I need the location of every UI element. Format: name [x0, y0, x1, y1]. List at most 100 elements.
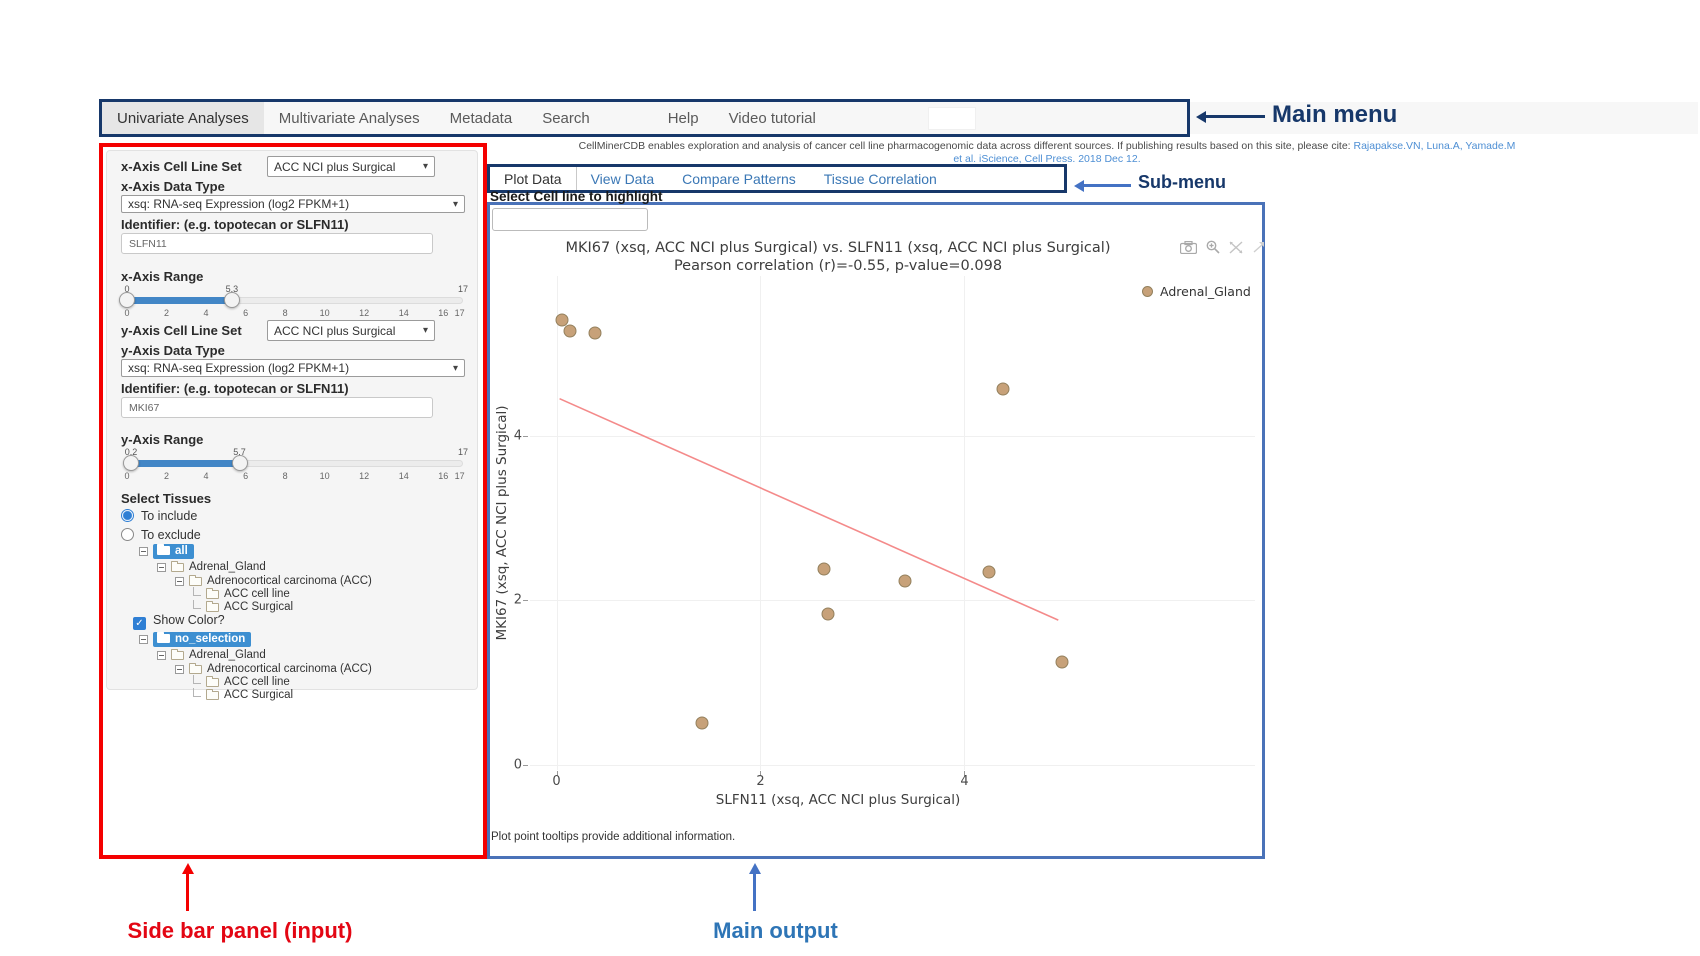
x-cell-line-set-select[interactable]: ACC NCI plus Surgical ▾ — [267, 156, 435, 177]
highlight-cell-line-input[interactable] — [492, 208, 648, 231]
folder-icon — [189, 662, 202, 674]
tree-node-acc-cell-line[interactable]: ACC cell line — [193, 674, 290, 689]
folder-icon — [206, 675, 219, 687]
radio-include-icon[interactable] — [121, 509, 134, 522]
slider-tick-label: 10 — [319, 308, 330, 318]
citation-journal-link[interactable]: et al. iScience, Cell Press. 2018 Dec 12… — [953, 153, 1141, 165]
trend-line-layer — [559, 397, 1059, 621]
tissues-exclude-option[interactable]: To exclude — [121, 528, 201, 542]
select-tissues-heading: Select Tissues — [121, 491, 212, 506]
checkbox-checked-icon[interactable]: ✓ — [133, 617, 146, 630]
y-tick-label: 4 — [513, 428, 522, 444]
sub-menu-arrow-head — [1074, 180, 1084, 192]
menu-item-univariate-analyses[interactable]: Univariate Analyses — [102, 102, 264, 134]
menu-item-metadata[interactable]: Metadata — [449, 109, 513, 127]
slider-tick-label: 16 — [438, 308, 449, 318]
tree-expander-icon[interactable] — [157, 650, 166, 660]
tab-compare-patterns[interactable]: Compare Patterns — [682, 170, 796, 187]
sidebar-annotation-label: Side bar panel (input) — [127, 918, 353, 943]
tab-view-data[interactable]: View Data — [590, 170, 655, 187]
scatter-point[interactable] — [563, 324, 577, 338]
radio-exclude-icon[interactable] — [121, 528, 134, 541]
scatter-point[interactable] — [982, 565, 996, 579]
y-identifier-input[interactable] — [121, 397, 433, 418]
slider-tick-label: 8 — [282, 471, 288, 481]
citation-authors-link[interactable]: Rajapakse.VN, Luna.A, Yamade.M — [1353, 140, 1516, 152]
tree-node-acc-cell-line[interactable]: ACC cell line — [193, 586, 290, 601]
tree-expander-icon[interactable] — [175, 664, 184, 674]
tree-connector — [193, 586, 201, 596]
tree-expander-icon[interactable] — [175, 576, 184, 586]
slider-from-value: 0 — [124, 284, 130, 294]
y-cell-line-set-select[interactable]: ACC NCI plus Surgical ▾ — [267, 320, 435, 341]
folder-icon — [206, 587, 219, 599]
y-range-slider[interactable]: 0.2 5.7 17 0 2 4 6 8 10 12 14 16 17 — [123, 447, 468, 484]
tree-connector — [193, 674, 201, 684]
slider-tick-label: 14 — [398, 308, 409, 318]
tree-node-acc-surgical[interactable]: ACC Surgical — [193, 687, 293, 702]
slider-handle-max[interactable] — [231, 455, 248, 471]
tree-root-chip[interactable]: no_selection — [153, 631, 252, 647]
plot-subtitle: Pearson correlation (r)=-0.55, p-value=0… — [673, 258, 1003, 274]
tree-node-label: Adrenal_Gland — [189, 649, 266, 661]
slider-tick-label: 0 — [124, 471, 130, 481]
tree-node-all[interactable]: all — [139, 543, 194, 559]
tree-node-label: ACC cell line — [224, 588, 290, 600]
tree-expander-icon[interactable] — [139, 634, 148, 644]
tree-node-acc[interactable]: Adrenocortical carcinoma (ACC) — [175, 574, 372, 588]
scatter-point[interactable] — [555, 313, 569, 327]
tree-expander-icon[interactable] — [157, 562, 166, 572]
menu-item-search[interactable]: Search — [542, 109, 590, 127]
chevron-down-icon: ▾ — [452, 198, 458, 210]
menu-blank-field[interactable] — [928, 107, 976, 130]
y-range-label: y-Axis Range — [121, 432, 204, 447]
scatter-point[interactable] — [588, 326, 602, 340]
x-identifier-input[interactable] — [121, 233, 433, 254]
scatter-plot-area[interactable] — [523, 276, 1255, 776]
x-data-type-select[interactable]: xsq: RNA-seq Expression (log2 FPKM+1) ▾ — [121, 195, 465, 213]
zoom-in-icon[interactable] — [1206, 240, 1220, 254]
scatter-point[interactable] — [996, 382, 1010, 396]
show-color-option[interactable]: ✓ Show Color? — [133, 613, 225, 630]
tree-node-label: ACC cell line — [224, 676, 290, 688]
x-range-slider[interactable]: 0 5.3 17 0 2 4 6 8 10 12 14 16 17 — [119, 284, 468, 321]
menu-item-multivariate-analyses[interactable]: Multivariate Analyses — [278, 109, 420, 127]
slider-handle-max[interactable] — [223, 292, 240, 308]
tree-node-adrenal-gland[interactable]: Adrenal_Gland — [157, 560, 266, 574]
main-menu-bar: Univariate Analyses Multivariate Analyse… — [102, 102, 1698, 134]
scatter-point[interactable] — [1055, 655, 1069, 669]
reset-axes-icon[interactable] — [1252, 241, 1266, 254]
menu-item-help[interactable]: Help — [667, 109, 699, 127]
slider-handle-min[interactable] — [123, 455, 140, 471]
tab-tissue-correlation[interactable]: Tissue Correlation — [823, 170, 937, 187]
tree-node-acc-surgical[interactable]: ACC Surgical — [193, 599, 293, 614]
scatter-point[interactable] — [695, 716, 709, 730]
camera-icon[interactable] — [1180, 240, 1197, 254]
gridline — [760, 276, 762, 770]
tissues-include-option[interactable]: To include — [121, 509, 197, 523]
tab-plot-data[interactable]: Plot Data — [490, 167, 577, 190]
tree-node-acc[interactable]: Adrenocortical carcinoma (ACC) — [175, 662, 372, 676]
citation-body: CellMinerCDB enables exploration and ana… — [578, 140, 1351, 152]
menu-item-video-tutorial[interactable]: Video tutorial — [728, 109, 816, 127]
scatter-point[interactable] — [898, 574, 912, 588]
autoscale-icon[interactable] — [1229, 240, 1243, 254]
y-data-type-select[interactable]: xsq: RNA-seq Expression (log2 FPKM+1) ▾ — [121, 359, 465, 377]
slider-fill — [127, 297, 232, 304]
scatter-point[interactable] — [817, 562, 831, 576]
folder-icon — [206, 600, 219, 612]
folder-icon — [157, 544, 170, 555]
sub-menu-arrow — [1083, 184, 1131, 187]
plot-legend[interactable]: Adrenal_Gland — [1142, 284, 1251, 299]
x-tick-label: 2 — [756, 774, 765, 789]
y-axis-title: MKI67 (xsq, ACC NCI plus Surgical) — [494, 405, 510, 641]
slider-from-value: 0.2 — [124, 447, 138, 457]
tree-expander-icon[interactable] — [139, 546, 148, 556]
tree-node-adrenal-gland[interactable]: Adrenal_Gland — [157, 648, 266, 662]
tree-root-chip[interactable]: all — [153, 543, 194, 559]
slider-handle-min[interactable] — [119, 292, 135, 308]
scatter-point[interactable] — [821, 607, 835, 621]
folder-icon — [157, 632, 170, 643]
tree-node-no-selection[interactable]: no_selection — [139, 631, 252, 647]
main-output-arrow — [753, 873, 756, 911]
